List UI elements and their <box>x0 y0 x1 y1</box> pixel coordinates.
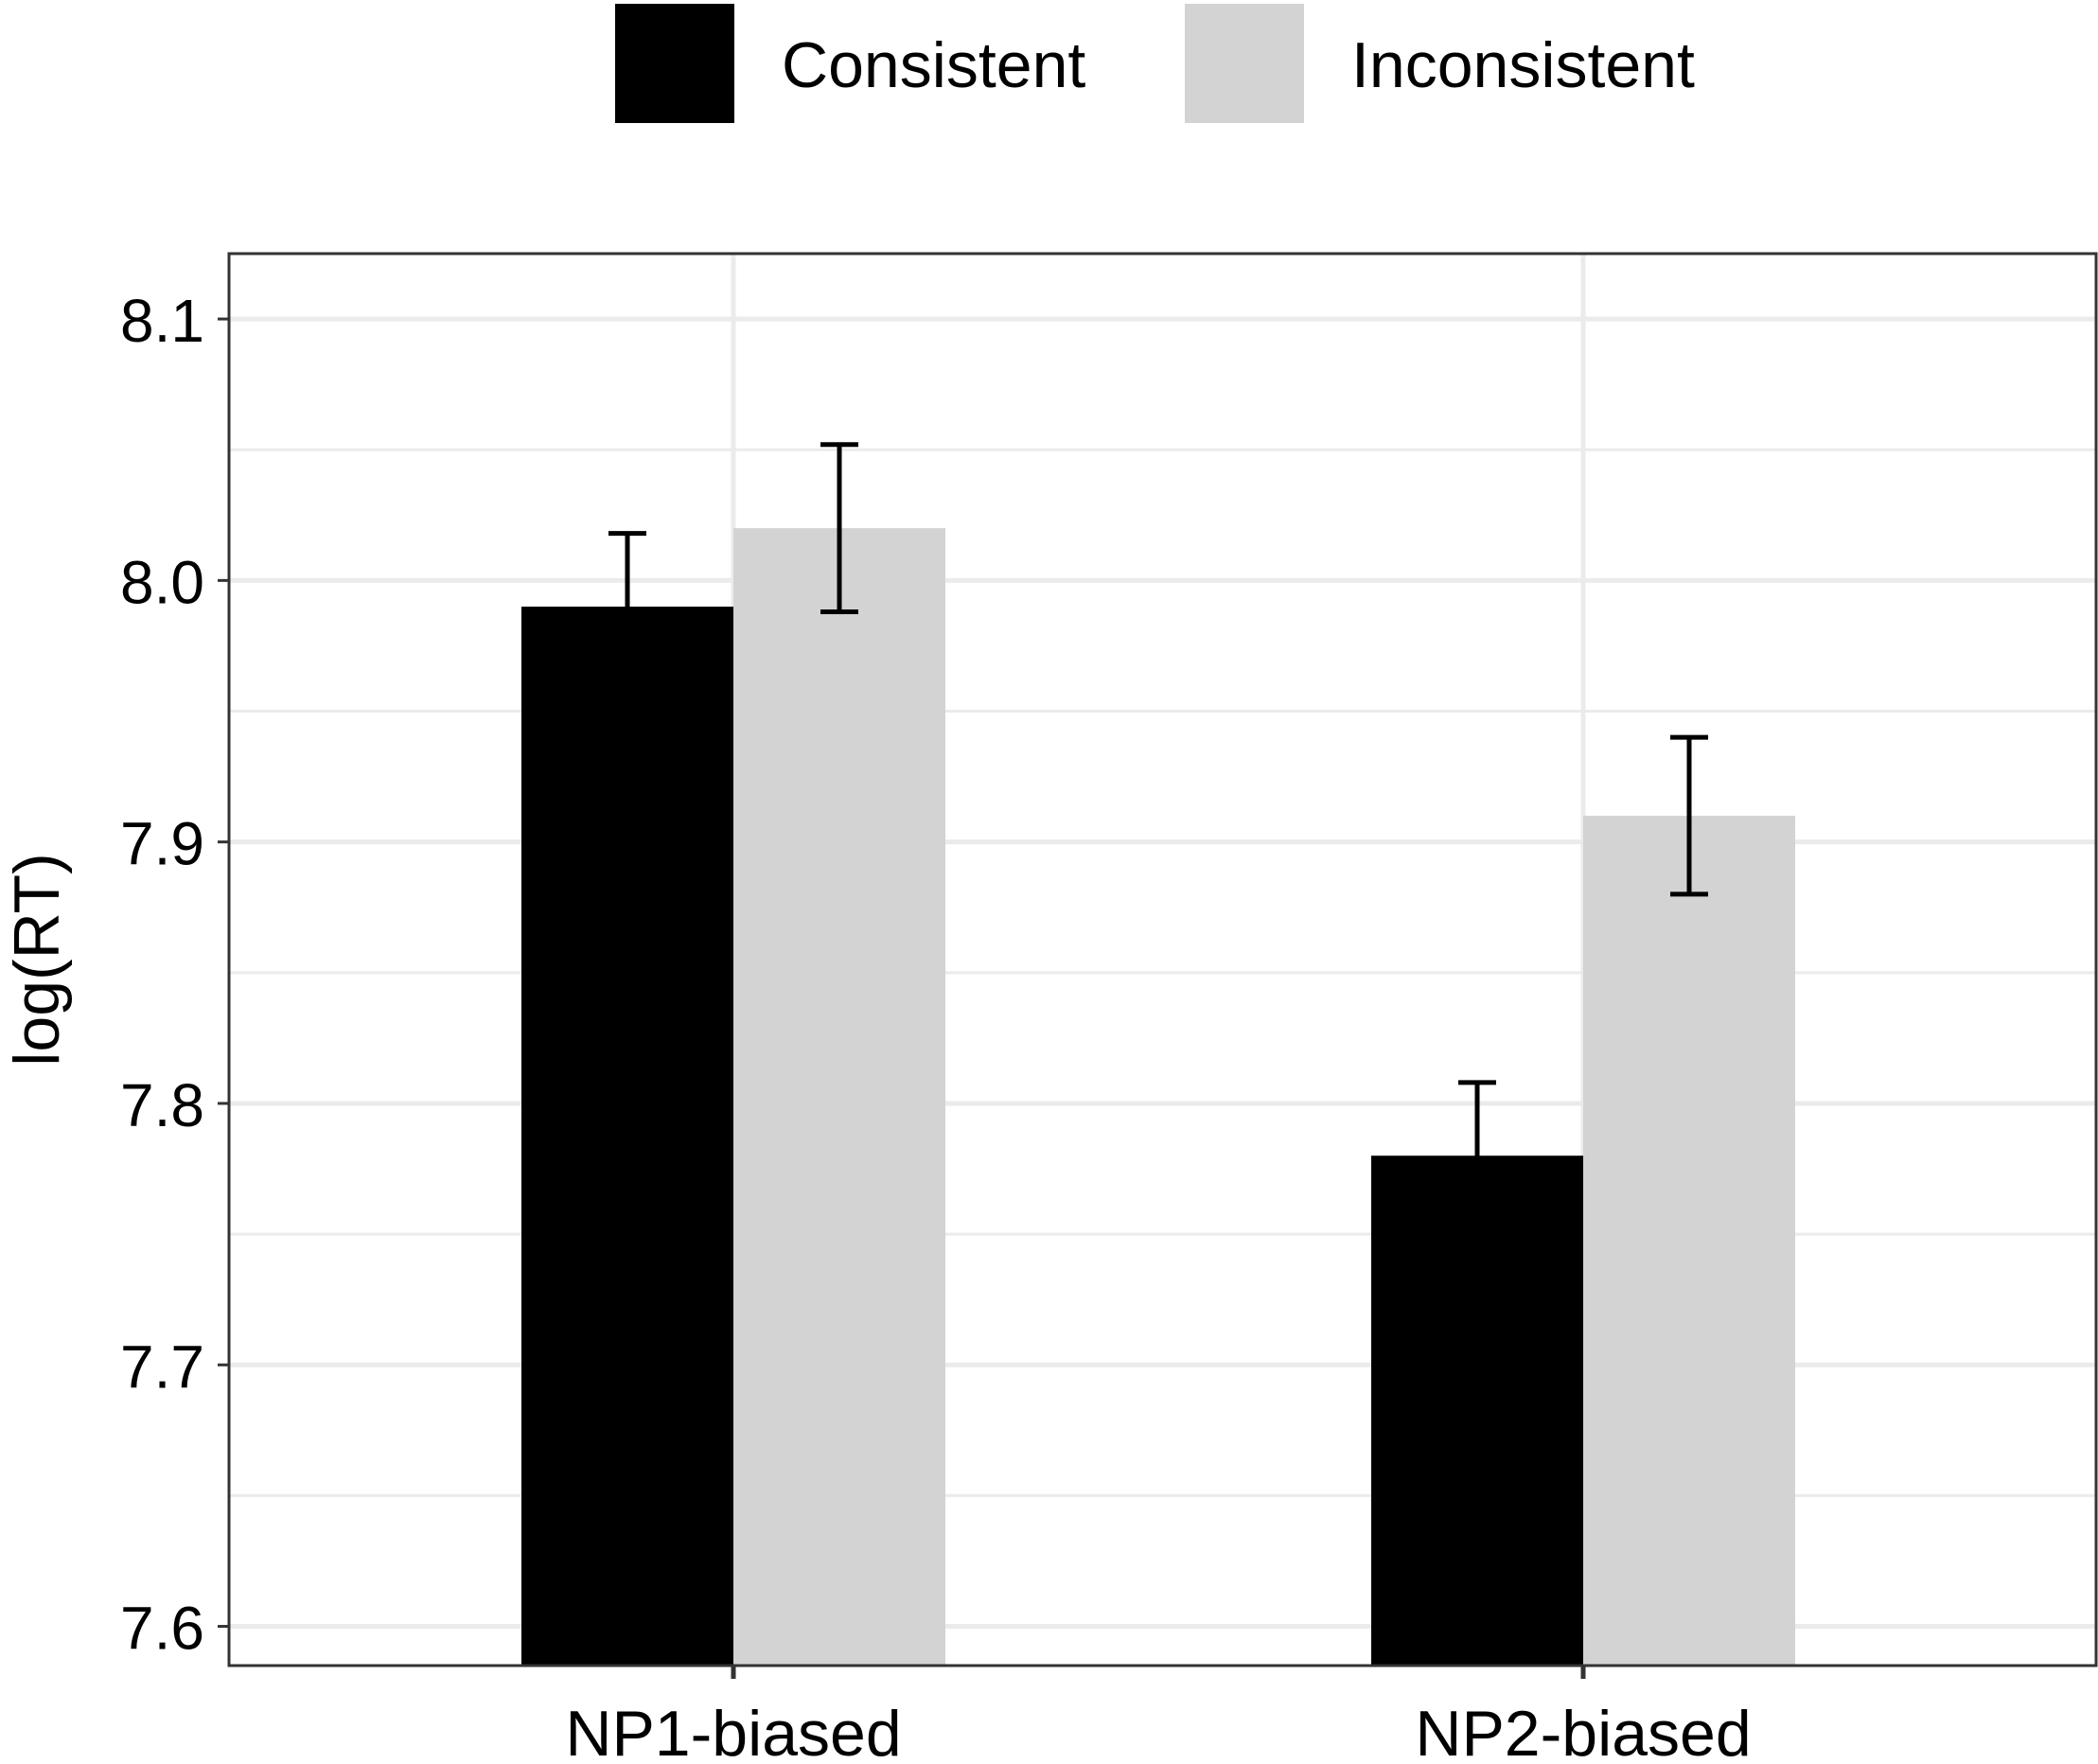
plot-panel <box>229 254 2096 1666</box>
y-tick-label: 7.7 <box>120 1332 204 1401</box>
bar-inconsistent-np1-biased <box>733 528 945 1666</box>
error-bar-inconsistent-np1-biased <box>820 442 858 615</box>
legend-swatch-inconsistent <box>1185 4 1304 123</box>
bar-inconsistent-np2-biased <box>1583 816 1795 1666</box>
error-bar-consistent-np2-biased <box>1458 1080 1496 1232</box>
bar-consistent-np1-biased <box>521 607 733 1666</box>
legend-label-inconsistent: Inconsistent <box>1351 29 1695 101</box>
y-tick-label: 7.8 <box>120 1071 204 1139</box>
bar-consistent-np2-biased <box>1371 1155 1583 1666</box>
y-axis-ticks: 7.6 7.7 7.8 7.9 8.0 8.1 <box>120 287 229 1663</box>
x-axis-ticks: NP1-biased NP2-biased <box>565 1666 1752 1764</box>
error-bar-inconsistent-np2-biased <box>1670 734 1708 897</box>
x-tick-label-np1-biased: NP1-biased <box>565 1698 901 1764</box>
bars <box>521 528 1795 1666</box>
legend-swatch-consistent <box>615 4 734 123</box>
legend-label-consistent: Consistent <box>782 29 1085 101</box>
y-axis-title: log(RT) <box>1 853 73 1066</box>
y-tick-label: 8.1 <box>120 287 204 355</box>
plot-panel-border <box>227 252 2098 1667</box>
x-tick-label-np2-biased: NP2-biased <box>1415 1698 1751 1764</box>
y-tick-label: 7.9 <box>120 810 204 878</box>
error-bars <box>608 442 1708 1232</box>
y-tick-label: 7.6 <box>120 1595 204 1663</box>
legend: Consistent Inconsistent <box>615 4 1695 123</box>
y-tick-label: 8.0 <box>120 548 204 616</box>
error-bar-consistent-np1-biased <box>608 531 646 682</box>
